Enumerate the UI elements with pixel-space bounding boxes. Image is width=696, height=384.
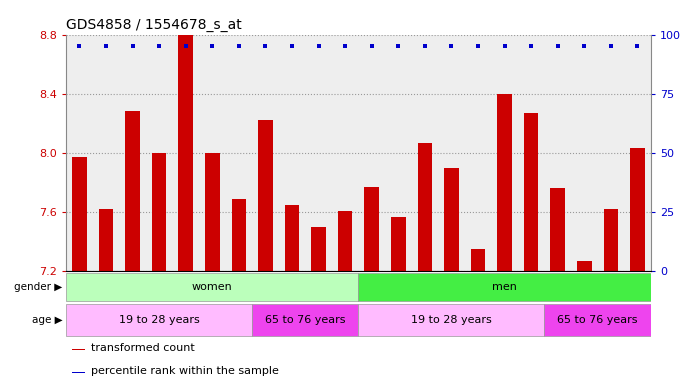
Bar [338,210,352,271]
Point [632,43,643,50]
Text: women: women [192,281,232,292]
Bar [358,273,651,301]
Point [313,43,324,50]
Bar [152,153,166,271]
Bar [66,304,252,336]
Point [525,43,537,50]
Bar [205,153,219,271]
Point [127,43,138,50]
Point [180,43,191,50]
Text: age ▶: age ▶ [32,315,63,325]
Bar [232,199,246,271]
Point [499,43,510,50]
Bar [603,209,618,271]
Point [100,43,111,50]
Point [340,43,351,50]
Point [287,43,298,50]
Bar [551,189,565,271]
Text: transformed count: transformed count [90,343,194,353]
Point [579,43,590,50]
Point [473,43,484,50]
Bar [577,261,592,271]
Bar [178,35,193,271]
Bar [72,372,85,373]
Bar [285,205,299,271]
Point [233,43,244,50]
Point [154,43,165,50]
Point [260,43,271,50]
Text: 65 to 76 years: 65 to 76 years [265,315,345,325]
Bar [258,120,273,271]
Bar [358,304,544,336]
Text: 19 to 28 years: 19 to 28 years [119,315,200,325]
Point [419,43,430,50]
Point [393,43,404,50]
Bar [72,349,85,350]
Text: GDS4858 / 1554678_s_at: GDS4858 / 1554678_s_at [66,18,242,32]
Bar [470,249,485,271]
Bar [125,111,140,271]
Text: gender ▶: gender ▶ [15,281,63,292]
Bar [99,209,113,271]
Bar [544,304,651,336]
Point [74,43,85,50]
Bar [418,142,432,271]
Bar [365,187,379,271]
Point [207,43,218,50]
Text: 65 to 76 years: 65 to 76 years [557,315,638,325]
Bar [252,304,358,336]
Bar [66,273,358,301]
Point [366,43,377,50]
Bar [524,113,539,271]
Text: men: men [492,281,517,292]
Text: 19 to 28 years: 19 to 28 years [411,315,492,325]
Point [446,43,457,50]
Point [552,43,563,50]
Bar [72,157,87,271]
Bar [311,227,326,271]
Bar [391,217,406,271]
Text: percentile rank within the sample: percentile rank within the sample [90,366,278,376]
Bar [630,149,644,271]
Point [606,43,617,50]
Bar [444,168,459,271]
Bar [497,94,512,271]
